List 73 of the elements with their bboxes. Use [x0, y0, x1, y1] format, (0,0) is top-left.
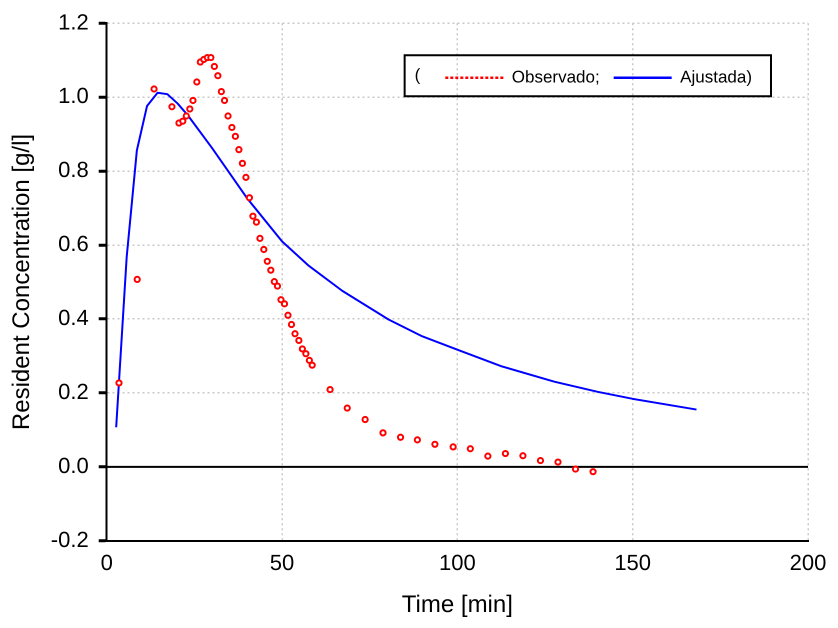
y-tick-label: 1.0 [58, 83, 89, 108]
legend-title: ( [414, 65, 421, 84]
point [288, 320, 296, 328]
point [260, 246, 268, 254]
y-tick-label: 1.2 [58, 9, 89, 34]
point [277, 296, 285, 304]
point [274, 282, 282, 290]
point [344, 404, 351, 412]
point [295, 336, 302, 344]
point [246, 194, 254, 202]
point [554, 458, 562, 466]
point [450, 443, 457, 450]
x-tick-label: 0 [100, 550, 113, 576]
point [264, 258, 271, 265]
point [232, 132, 239, 140]
point [302, 350, 310, 358]
point [280, 300, 288, 308]
y-tick-label: -0.2 [50, 526, 89, 552]
point [519, 452, 527, 460]
point [308, 362, 316, 369]
point [228, 124, 236, 132]
y-tick-label: 0.0 [58, 452, 89, 478]
point [182, 112, 190, 120]
y-tick-label: 0.6 [58, 231, 89, 256]
point [298, 345, 306, 353]
point [193, 78, 200, 86]
point [207, 54, 214, 62]
y-tick-label: 0.8 [58, 157, 89, 182]
point [249, 212, 257, 220]
point [502, 450, 509, 458]
point [379, 429, 387, 436]
legend-label: Observado; [512, 67, 600, 86]
point [242, 174, 250, 181]
point [179, 118, 186, 125]
point [134, 276, 141, 284]
point [326, 386, 334, 394]
point [572, 465, 580, 473]
y-axis-title: Resident Concentration [g/l] [8, 134, 36, 430]
point [235, 146, 243, 154]
point [210, 62, 218, 70]
x-axis-title: Time [min] [402, 591, 513, 618]
x-tick-label: 150 [614, 550, 652, 576]
point [466, 445, 474, 452]
point [189, 96, 197, 104]
point [291, 330, 299, 338]
y-tick-label: 0.4 [58, 305, 89, 330]
point [252, 218, 260, 226]
point [414, 436, 421, 444]
point [150, 85, 158, 93]
point [431, 440, 439, 448]
point [220, 96, 228, 104]
point [218, 88, 225, 96]
point [484, 452, 492, 460]
point [186, 105, 194, 113]
point [214, 72, 222, 80]
x-tick-label: 100 [438, 550, 476, 576]
point [115, 379, 123, 387]
point [536, 456, 544, 464]
legend-label: Ajustada) [680, 67, 752, 86]
point [284, 312, 292, 319]
point [267, 266, 274, 274]
point [270, 278, 278, 286]
point [396, 434, 404, 441]
point [589, 468, 597, 476]
point [168, 103, 176, 110]
x-tick-label: 200 [790, 550, 826, 576]
point [224, 112, 232, 120]
point [362, 416, 369, 424]
point [306, 356, 313, 364]
x-tick-label: 50 [270, 550, 294, 576]
point [238, 160, 246, 167]
point [256, 234, 264, 242]
y-tick-label: 0.2 [58, 378, 89, 404]
